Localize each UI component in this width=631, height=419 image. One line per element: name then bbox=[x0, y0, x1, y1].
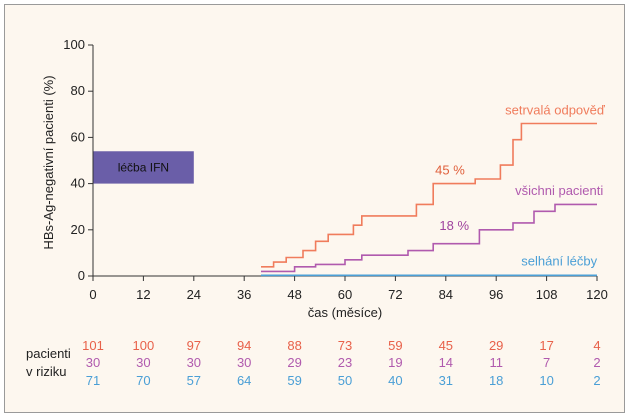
risk-table-cell: 70 bbox=[136, 373, 150, 388]
x-tick-label: 96 bbox=[489, 287, 503, 302]
x-tick-label: 72 bbox=[388, 287, 402, 302]
risk-table-cell: 64 bbox=[237, 373, 251, 388]
risk-table-cell: 88 bbox=[287, 338, 301, 353]
y-tick-label: 0 bbox=[78, 268, 85, 283]
y-tick-label: 60 bbox=[71, 129, 85, 144]
risk-table-cell: 19 bbox=[388, 355, 402, 370]
risk-table-cell: 40 bbox=[388, 373, 402, 388]
risk-table-cell: 45 bbox=[439, 338, 453, 353]
series-line-2 bbox=[261, 203, 597, 273]
x-tick-label: 84 bbox=[439, 287, 453, 302]
series-label: selhání léčby bbox=[521, 254, 597, 269]
x-tick-label: 48 bbox=[287, 287, 301, 302]
treatment-box-label: léčba IFN bbox=[118, 160, 169, 174]
risk-table-cell: 30 bbox=[237, 355, 251, 370]
risk-table-cell: 29 bbox=[287, 355, 301, 370]
risk-table-cell: 71 bbox=[86, 373, 100, 388]
y-tick-label: 40 bbox=[71, 176, 85, 191]
x-tick-label: 0 bbox=[89, 287, 96, 302]
risk-table-cell: 18 bbox=[489, 373, 503, 388]
series-label: setrvalá odpověď bbox=[505, 102, 606, 117]
x-tick-label: 120 bbox=[586, 287, 608, 302]
risk-table-cell: 94 bbox=[237, 338, 251, 353]
figure-frame bbox=[4, 4, 625, 413]
risk-table-cell: 57 bbox=[187, 373, 201, 388]
risk-table-cell: 2 bbox=[593, 355, 600, 370]
risk-table-cell: 29 bbox=[489, 338, 503, 353]
risk-table-cell: 14 bbox=[439, 355, 453, 370]
risk-table-cell: 97 bbox=[187, 338, 201, 353]
risk-table-cell: 73 bbox=[338, 338, 352, 353]
risk-table-cell: 59 bbox=[388, 338, 402, 353]
treatment-box bbox=[93, 151, 194, 184]
risk-table-cell: 23 bbox=[338, 355, 352, 370]
risk-table-cell: 17 bbox=[539, 338, 553, 353]
risk-table-cell: 50 bbox=[338, 373, 352, 388]
y-axis-title: HBs-Ag-negativní pacienti (%) bbox=[41, 75, 56, 249]
risk-table-cell: 100 bbox=[133, 338, 155, 353]
risk-table-cell: 30 bbox=[136, 355, 150, 370]
risk-table-label-line1: pacienti bbox=[26, 346, 71, 361]
x-tick-label: 60 bbox=[338, 287, 352, 302]
series-label: všichni pacienti bbox=[515, 183, 603, 198]
risk-table-label-line2: v riziku bbox=[26, 364, 66, 379]
risk-table-cell: 59 bbox=[287, 373, 301, 388]
risk-table-cell: 4 bbox=[593, 338, 600, 353]
x-tick-label: 36 bbox=[237, 287, 251, 302]
risk-table-cell: 2 bbox=[593, 373, 600, 388]
y-tick-label: 100 bbox=[63, 37, 85, 52]
risk-table-cell: 7 bbox=[543, 355, 550, 370]
risk-table-cell: 30 bbox=[86, 355, 100, 370]
x-tick-label: 108 bbox=[536, 287, 558, 302]
annotation-label: 45 % bbox=[435, 162, 465, 177]
risk-table-cell: 31 bbox=[439, 373, 453, 388]
series-line-1 bbox=[261, 122, 597, 268]
x-tick-label: 24 bbox=[187, 287, 201, 302]
risk-table-cell: 11 bbox=[489, 355, 503, 370]
x-axis-title: čas (měsíce) bbox=[308, 305, 382, 320]
annotation-label: 18 % bbox=[439, 218, 469, 233]
x-tick-label: 12 bbox=[136, 287, 150, 302]
y-tick-label: 20 bbox=[71, 222, 85, 237]
y-tick-label: 80 bbox=[71, 83, 85, 98]
risk-table-cell: 10 bbox=[539, 373, 553, 388]
risk-table-cell: 101 bbox=[82, 338, 104, 353]
risk-table-cell: 30 bbox=[187, 355, 201, 370]
